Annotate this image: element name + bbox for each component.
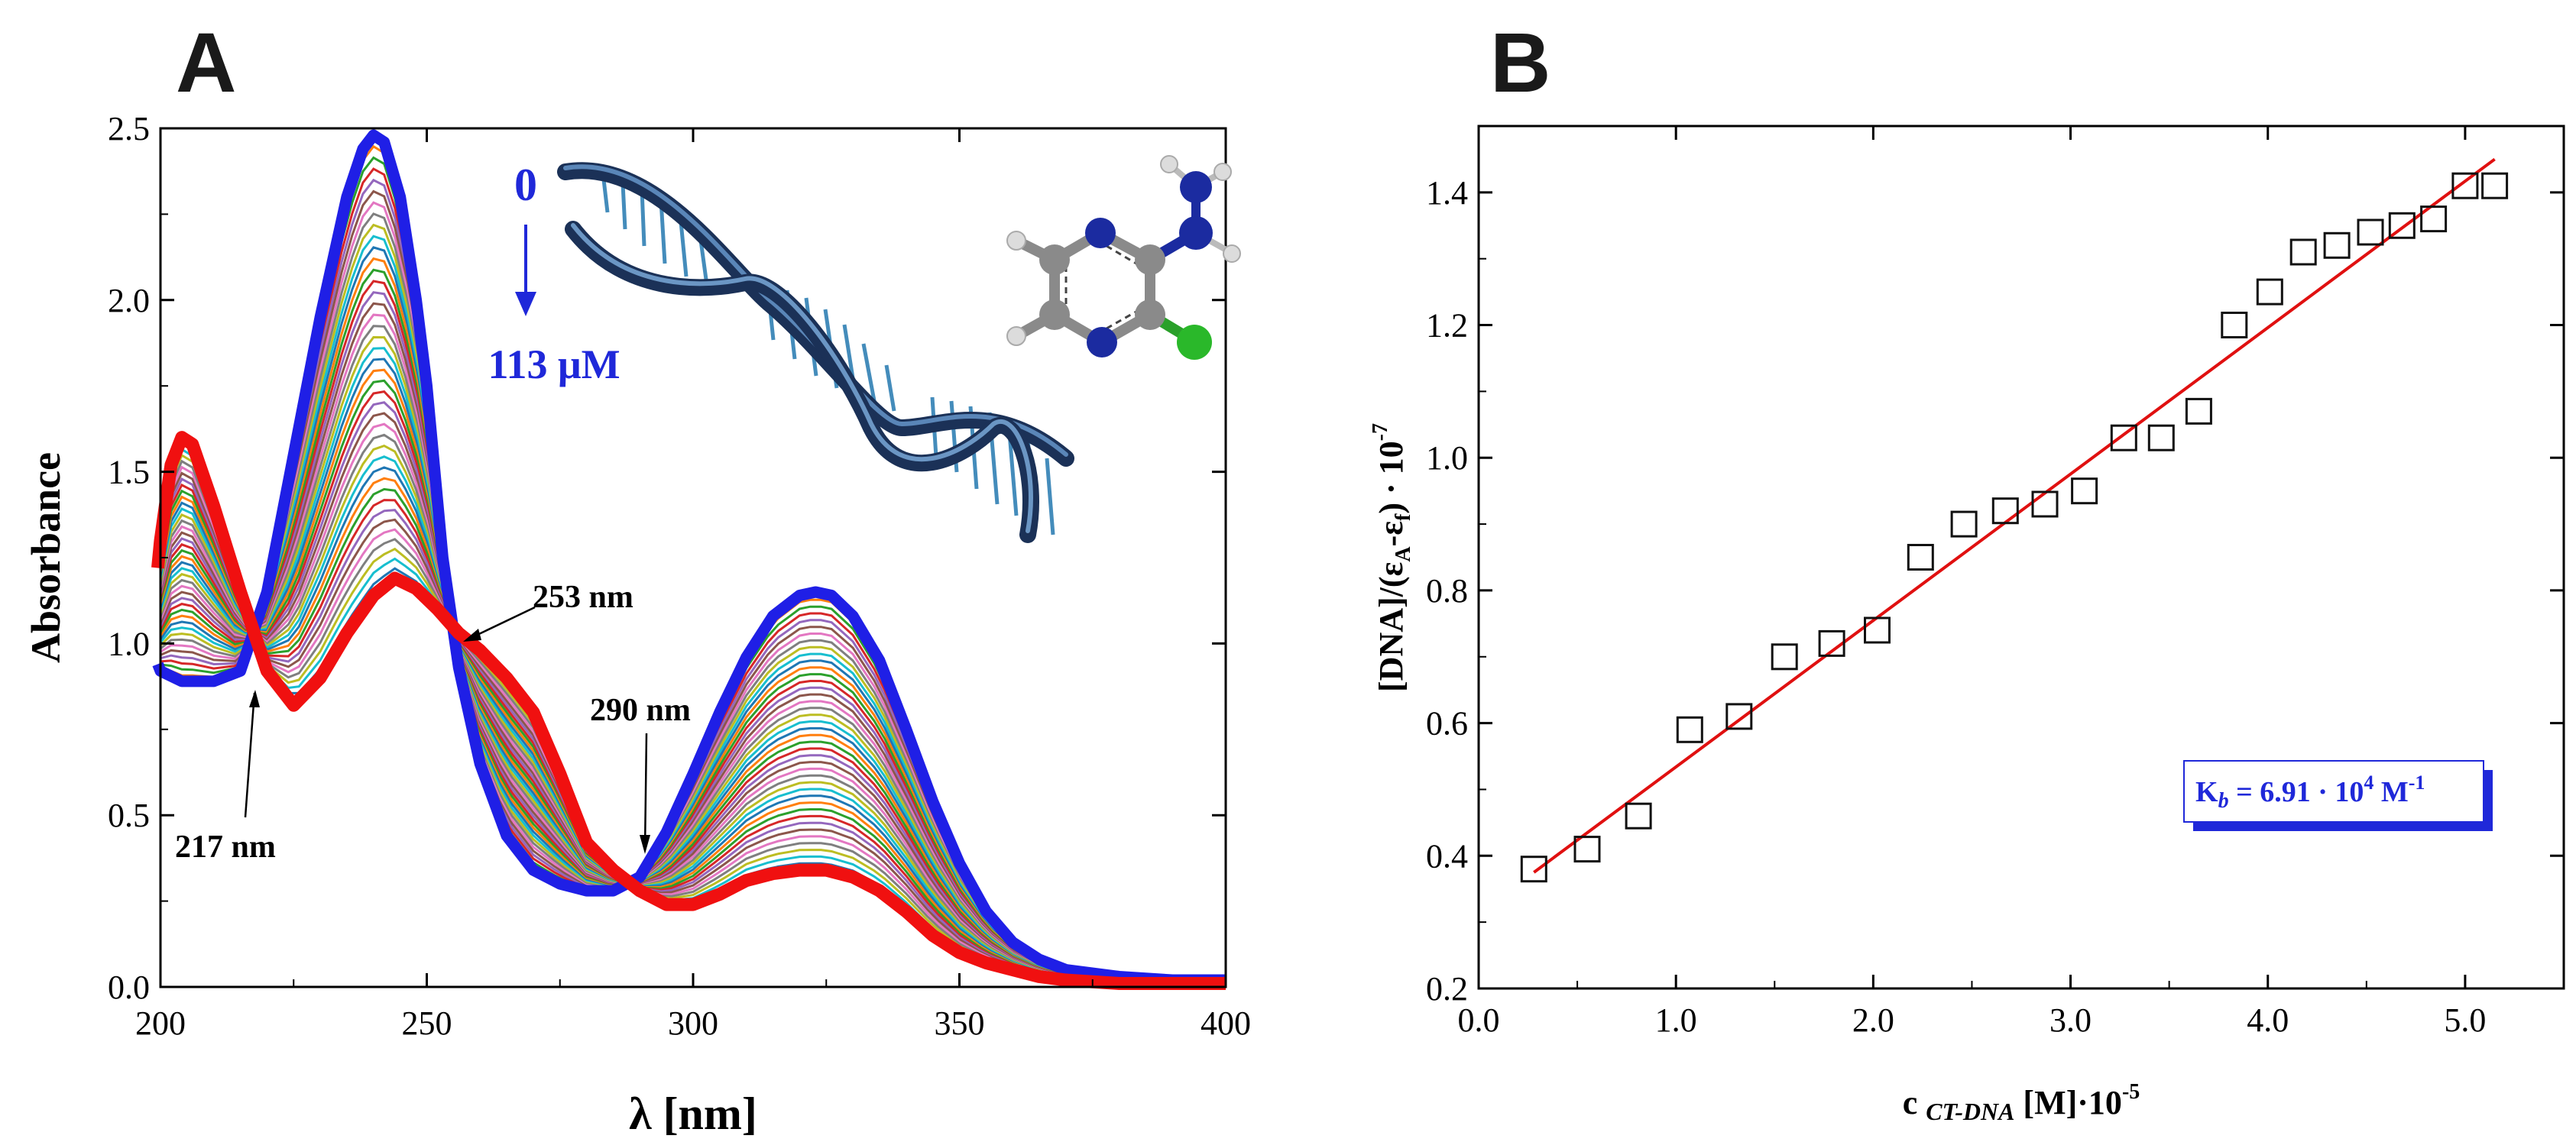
panel-b-frame <box>1477 125 2565 990</box>
conc-start-label: 0 <box>514 160 537 210</box>
y-tick-label: 0.4 <box>1426 837 1468 875</box>
data-point <box>2323 231 2351 259</box>
binding-constant-text: Kb = 6.91 · 104 M-1 <box>2195 772 2425 813</box>
spectrum-113uM <box>151 431 1226 990</box>
isosbestic-290-label: 290 nm <box>590 693 691 728</box>
x-tick-label: 2.0 <box>1852 1001 1894 1039</box>
conc-arrow-down-icon <box>515 292 536 316</box>
y-tick-label: 0.0 <box>108 969 150 1006</box>
y-tick-label: 0.6 <box>1426 705 1468 742</box>
x-tick-label: 250 <box>402 1005 452 1042</box>
data-point <box>1573 836 1601 863</box>
data-point <box>1907 544 1934 571</box>
x-tick-label: 4.0 <box>2247 1001 2289 1039</box>
panel-b-y-axis-label: [DNA]/(εA-εf) · 10-7 <box>1369 423 1415 692</box>
x-tick-label: 350 <box>935 1005 985 1042</box>
y-tick-label: 0.8 <box>1426 572 1468 610</box>
data-point <box>2481 172 2509 199</box>
data-point <box>2357 218 2384 246</box>
y-tick-label: 1.0 <box>1426 439 1468 477</box>
data-point <box>1625 802 1652 830</box>
data-point <box>2420 205 2448 233</box>
x-tick-label: 300 <box>668 1005 718 1042</box>
spectrum-0uM <box>152 129 1226 986</box>
x-tick-label: 400 <box>1201 1005 1251 1042</box>
y-tick-label: 2.5 <box>108 110 150 147</box>
panel-b-x-axis-label: c CT-DNA [M]·10-5 <box>1903 1080 2140 1125</box>
data-point <box>2185 397 2212 425</box>
x-tick-label: 1.0 <box>1655 1001 1697 1039</box>
dna-helix-icon <box>557 162 1074 543</box>
data-point <box>2451 172 2479 199</box>
data-point <box>2256 278 2283 306</box>
isosbestic-253-arrowhead-icon <box>463 629 481 642</box>
data-point <box>2110 424 2137 451</box>
isosbestic-290-arrow <box>643 733 648 851</box>
panel-a-x-ticks: 200 250 300 350 400 <box>135 128 1251 1042</box>
panel-a: A 200 250 300 350 400 0.0 0.5 1.0 1.5 2.0 2.5 λ [… <box>23 16 1251 1139</box>
data-point <box>2221 312 2248 338</box>
linear-fit-line <box>1533 157 2496 874</box>
panel-a-y-ticks: 0.0 0.5 1.0 1.5 2.0 2.5 <box>108 110 1226 1006</box>
isosbestic-217-arrowhead-icon <box>249 690 260 707</box>
x-tick-label: 5.0 <box>2444 1001 2486 1039</box>
data-point <box>1864 616 1891 644</box>
molecule-structure-icon <box>1006 155 1241 360</box>
panel-a-x-axis-label: λ [nm] <box>629 1089 757 1139</box>
data-point <box>2388 212 2416 239</box>
x-tick-label: 0.0 <box>1458 1001 1500 1039</box>
x-tick-label: 200 <box>135 1005 186 1042</box>
data-point <box>2031 490 2059 518</box>
intermediate-spectra <box>159 144 1226 985</box>
y-tick-label: 2.0 <box>108 282 150 319</box>
data-point <box>2071 477 2098 505</box>
y-tick-label: 1.4 <box>1426 174 1468 212</box>
conc-end-label: 113 μM <box>488 341 620 387</box>
y-tick-label: 0.5 <box>108 797 150 834</box>
panel-a-label: A <box>176 16 236 110</box>
binding-constant-box: Kb = 6.91 · 104 M-1 <box>2183 760 2493 831</box>
data-point <box>1771 643 1798 671</box>
y-tick-label: 1.5 <box>108 454 150 491</box>
data-points <box>1520 172 2509 883</box>
data-point <box>1520 856 1547 883</box>
data-point <box>2147 424 2175 451</box>
isosbestic-217-arrow <box>244 692 256 818</box>
data-point <box>1725 703 1753 730</box>
x-tick-label: 3.0 <box>2049 1001 2092 1039</box>
isosbestic-290-arrowhead-icon <box>640 835 650 854</box>
y-tick-label: 1.0 <box>108 625 150 662</box>
data-point <box>1950 510 1978 538</box>
data-point <box>1991 497 2019 525</box>
isosbestic-217-label: 217 nm <box>175 830 276 865</box>
panel-b-label: B <box>1490 16 1550 110</box>
panel-a-y-axis-label: Absorbance <box>23 452 69 663</box>
isosbestic-253-label: 253 nm <box>533 580 633 615</box>
panel-b-y-ticks: 0.2 0.4 0.6 0.8 1.0 1.2 1.4 <box>1426 125 2564 1008</box>
data-point <box>2289 238 2317 266</box>
panel-b-x-ticks: 0.0 1.0 2.0 3.0 4.0 5.0 <box>1458 126 2486 1039</box>
data-point <box>1676 716 1703 743</box>
data-point <box>1818 629 1845 657</box>
y-tick-label: 0.2 <box>1426 970 1468 1008</box>
panel-b: B 0.0 1.0 2.0 3.0 4.0 5.0 0.2 0.4 0.6 0.8 1.0 1.2 1… <box>1369 16 2565 1125</box>
y-tick-label: 1.2 <box>1426 307 1468 345</box>
